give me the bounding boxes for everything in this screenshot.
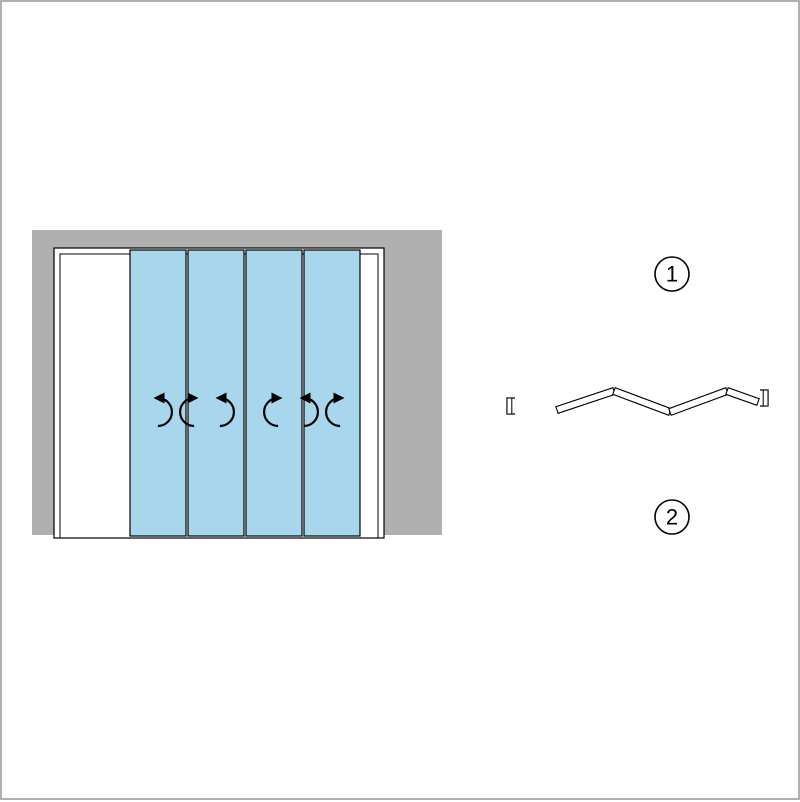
callout-1: 1 bbox=[655, 257, 689, 291]
callout-label: 1 bbox=[666, 262, 678, 287]
plan-panel-segment bbox=[613, 388, 671, 416]
diagram-frame: 12 bbox=[0, 0, 800, 800]
door-panel bbox=[130, 250, 186, 536]
diagram-svg: 12 bbox=[2, 2, 800, 802]
plan-panel-segment bbox=[669, 388, 728, 416]
door-panel bbox=[246, 250, 302, 536]
door-panel bbox=[304, 250, 360, 536]
plan-panel-segment bbox=[556, 388, 615, 414]
callout-label: 2 bbox=[666, 505, 678, 530]
door-panel bbox=[188, 250, 244, 536]
plan-right-jamb-fill bbox=[763, 390, 768, 406]
plan-panel-segment bbox=[726, 388, 759, 406]
callout-2: 2 bbox=[655, 500, 689, 534]
plan-left-jamb-fill bbox=[507, 398, 512, 414]
